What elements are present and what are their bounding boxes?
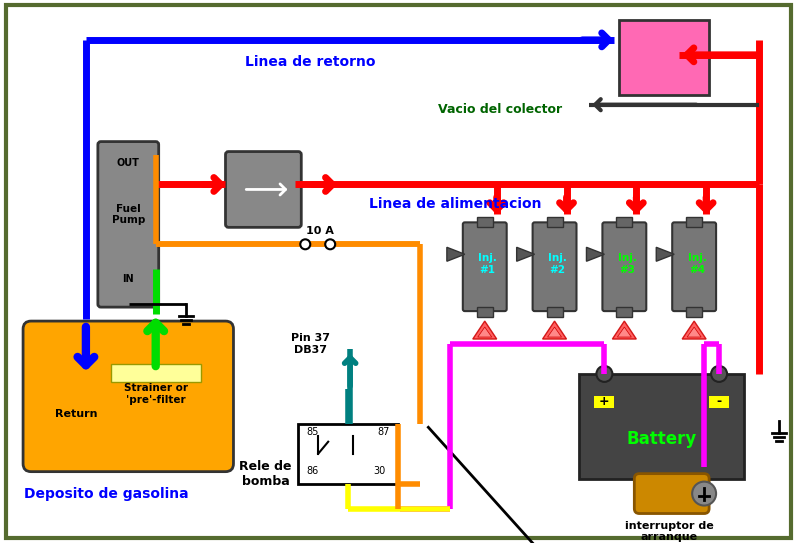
FancyBboxPatch shape	[298, 424, 398, 483]
Text: OUT: OUT	[117, 158, 139, 167]
Polygon shape	[473, 321, 497, 339]
Polygon shape	[587, 247, 604, 261]
Text: Inj.
#3: Inj. #3	[618, 253, 637, 275]
FancyBboxPatch shape	[532, 222, 576, 311]
Text: Inj.
#1: Inj. #1	[478, 253, 497, 275]
FancyBboxPatch shape	[477, 307, 493, 317]
Polygon shape	[447, 247, 465, 261]
Text: Linea de alimentacion: Linea de alimentacion	[368, 197, 541, 211]
FancyBboxPatch shape	[616, 217, 632, 227]
FancyBboxPatch shape	[686, 307, 702, 317]
Text: Inj.
#2: Inj. #2	[548, 253, 567, 275]
Text: Rele de
bomba: Rele de bomba	[239, 459, 292, 488]
FancyBboxPatch shape	[595, 396, 614, 408]
FancyBboxPatch shape	[463, 222, 507, 311]
Polygon shape	[656, 247, 674, 261]
Text: Linea de retorno: Linea de retorno	[245, 55, 375, 69]
Text: +: +	[599, 395, 610, 408]
Text: IN: IN	[123, 274, 134, 284]
Polygon shape	[477, 327, 492, 337]
Text: Pin 37
DB37: Pin 37 DB37	[291, 333, 330, 355]
Polygon shape	[548, 327, 562, 337]
Text: interruptor de
arranque: interruptor de arranque	[625, 520, 713, 542]
Polygon shape	[682, 321, 706, 339]
FancyBboxPatch shape	[547, 217, 563, 227]
Text: Inj.
#4: Inj. #4	[688, 253, 707, 275]
Text: Fuel
Pump: Fuel Pump	[112, 204, 145, 225]
FancyBboxPatch shape	[709, 396, 729, 408]
Text: 87: 87	[378, 427, 390, 437]
Circle shape	[692, 482, 716, 506]
Circle shape	[300, 239, 310, 249]
Text: 10 A: 10 A	[306, 226, 334, 237]
Text: -: -	[717, 395, 721, 408]
FancyBboxPatch shape	[579, 374, 744, 479]
FancyBboxPatch shape	[672, 222, 716, 311]
FancyBboxPatch shape	[98, 142, 159, 307]
Polygon shape	[543, 321, 567, 339]
Polygon shape	[516, 247, 535, 261]
Text: Deposito de gasolina: Deposito de gasolina	[24, 487, 188, 501]
Circle shape	[596, 366, 612, 382]
Circle shape	[325, 239, 336, 249]
Text: Vacio del colector: Vacio del colector	[438, 103, 562, 116]
Text: 30: 30	[374, 465, 386, 476]
FancyBboxPatch shape	[226, 152, 301, 227]
Polygon shape	[612, 321, 636, 339]
Text: Return: Return	[55, 409, 97, 419]
Text: Strainer or
'pre'-filter: Strainer or 'pre'-filter	[124, 383, 188, 405]
Polygon shape	[618, 327, 631, 337]
Polygon shape	[687, 327, 701, 337]
FancyBboxPatch shape	[23, 321, 234, 471]
FancyBboxPatch shape	[477, 217, 493, 227]
Circle shape	[711, 366, 727, 382]
FancyBboxPatch shape	[686, 217, 702, 227]
FancyBboxPatch shape	[603, 222, 646, 311]
FancyBboxPatch shape	[111, 364, 201, 382]
Text: 85: 85	[306, 427, 319, 437]
FancyBboxPatch shape	[616, 307, 632, 317]
Text: Battery: Battery	[626, 430, 697, 448]
Text: 86: 86	[306, 465, 319, 476]
FancyBboxPatch shape	[547, 307, 563, 317]
FancyBboxPatch shape	[619, 20, 709, 95]
FancyBboxPatch shape	[634, 474, 709, 513]
